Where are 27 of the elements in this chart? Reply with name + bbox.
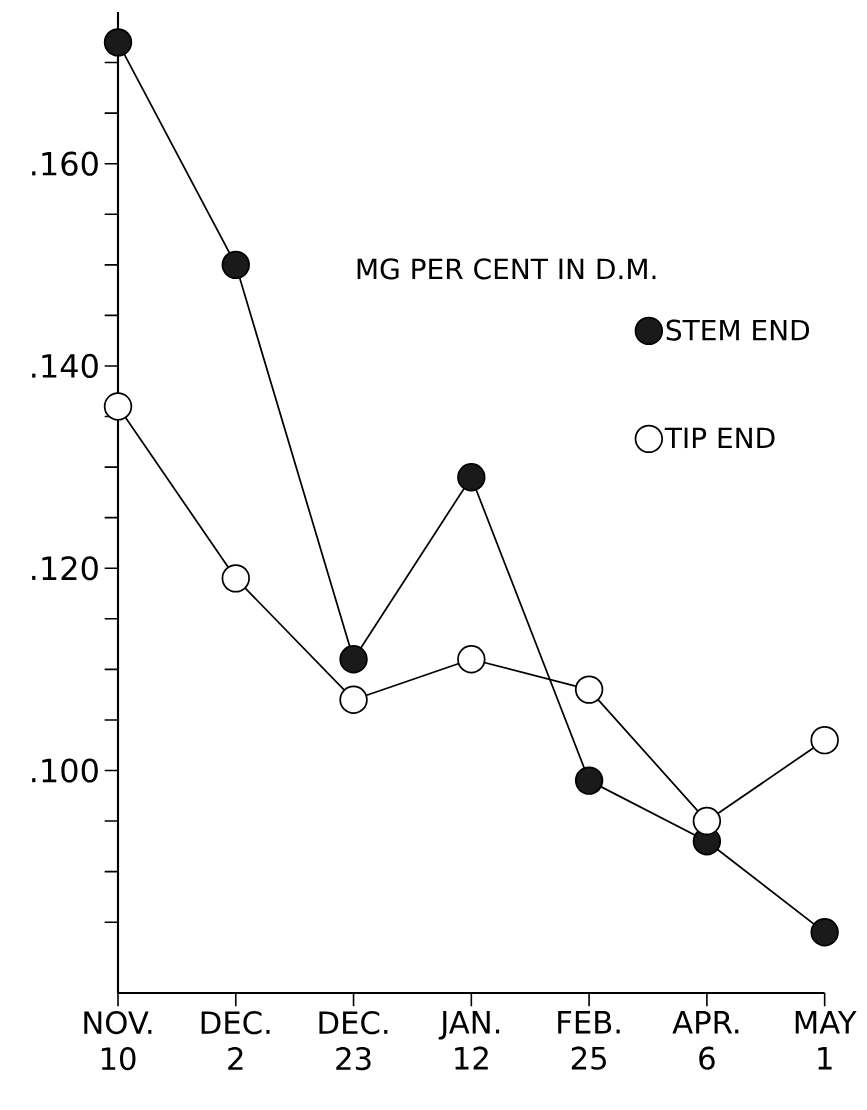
legend-label: STEM END <box>666 319 810 341</box>
point <box>574 766 604 795</box>
point <box>810 725 839 755</box>
y-tick-label: .140 <box>32 353 98 379</box>
x-tick-label: NOV. 10 <box>84 1011 152 1071</box>
x-tick-label: DEC. 23 <box>319 1011 388 1071</box>
y-tick-label: .120 <box>32 556 98 581</box>
text: MG PER CENT IN D.M. <box>357 258 656 280</box>
point <box>457 645 486 674</box>
point <box>457 463 486 492</box>
point <box>221 250 250 280</box>
point <box>339 645 368 674</box>
point <box>103 392 133 421</box>
x-tick-label: MAY 1 <box>795 1011 857 1070</box>
x-tick-label: DEC. 2 <box>201 1011 270 1070</box>
x-tick-label: JAN. 12 <box>438 1011 500 1070</box>
point <box>810 918 839 947</box>
point <box>692 806 722 836</box>
point <box>574 675 604 704</box>
point <box>103 28 133 57</box>
legend-label: TIP END <box>664 427 775 449</box>
x-tick-label: FEB. 25 <box>558 1011 620 1070</box>
x-tick-label: APR. 6 <box>672 1011 739 1070</box>
point <box>221 564 250 593</box>
point <box>339 685 368 714</box>
y-tick-label: .100 <box>32 758 98 783</box>
y-tick-label: .160 <box>32 151 98 176</box>
